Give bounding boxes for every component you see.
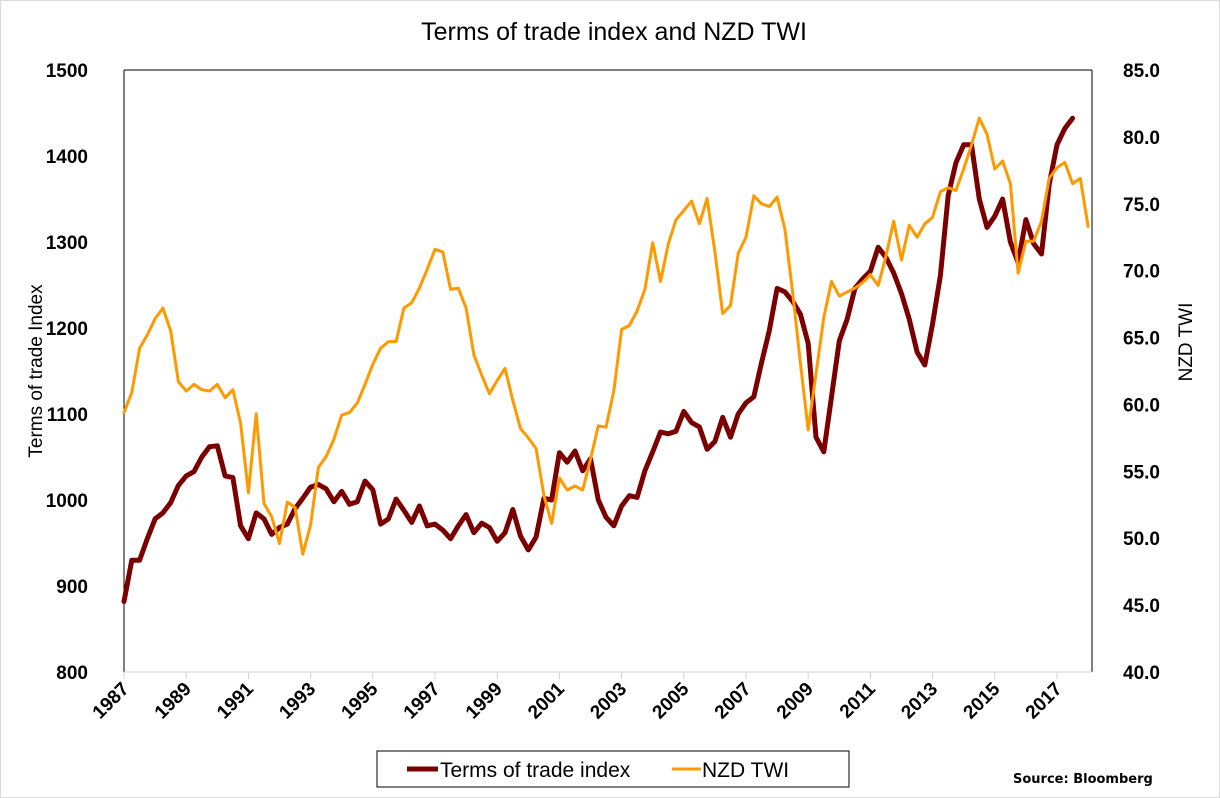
- legend-label-nzd-twi: NZD TWI: [702, 759, 789, 782]
- y-axis-right-label: NZD TWI: [1176, 303, 1197, 382]
- y2-tick-label: 80.0: [1123, 128, 1160, 149]
- y2-tick-label: 75.0: [1123, 195, 1160, 216]
- y-tick-label: 1100: [47, 405, 88, 426]
- x-tick-label: 2005: [649, 678, 694, 723]
- y-tick-label: 1200: [46, 319, 88, 340]
- y-tick-label: 1300: [46, 233, 88, 254]
- legend: Terms of trade index NZD TWI: [376, 750, 850, 788]
- y2-tick-label: 55.0: [1123, 462, 1160, 483]
- series-layer: [121, 115, 1090, 604]
- plot-background: [124, 70, 1092, 672]
- x-tick-label: 2013: [897, 679, 942, 724]
- series-nzd-twi: [122, 116, 1090, 556]
- x-tick-label: 2011: [836, 678, 880, 722]
- x-tick-label: 2001: [524, 678, 569, 723]
- x-tick-label: 1989: [151, 679, 196, 724]
- y2-tick-label: 85.0: [1123, 61, 1160, 82]
- y2-tick-label: 60.0: [1123, 395, 1160, 416]
- x-tick-label: 1987: [89, 679, 134, 724]
- plot-area: [123, 69, 1093, 673]
- x-tick-label: 1999: [462, 679, 507, 724]
- y-axis-left-ticks: 800 900 1000 1100 1200 1300 1400 1500: [46, 61, 88, 684]
- y2-tick-label: 40.0: [1123, 663, 1160, 684]
- x-tick-label: 1993: [275, 679, 320, 724]
- x-tick-label: 1995: [338, 678, 383, 723]
- y-tick-label: 1500: [46, 61, 88, 82]
- y2-tick-label: 45.0: [1123, 596, 1160, 617]
- x-tick-label: 2007: [711, 679, 756, 724]
- x-tick-label: 1991: [213, 678, 258, 723]
- source-note: Source: Bloomberg: [1013, 772, 1153, 787]
- x-axis-ticks: 1987 1989 1991 1993 1995 1997 1999 2001 2003 2005…: [89, 672, 1067, 723]
- legend-box: [376, 750, 850, 788]
- y-tick-label: 800: [56, 663, 88, 684]
- y-tick-label: 1000: [46, 491, 88, 512]
- y-axis-left-label: Terms of trade Index: [26, 284, 47, 458]
- x-tick-label: 2009: [773, 679, 818, 724]
- chart-title: Terms of trade index and NZD TWI: [421, 18, 807, 46]
- y2-tick-label: 70.0: [1123, 262, 1160, 283]
- x-tick-label: 2003: [586, 679, 631, 724]
- y2-tick-label: 65.0: [1123, 329, 1160, 350]
- y-tick-label: 900: [56, 577, 88, 598]
- y-axis-right-ticks: 40.0 45.0 50.0 55.0 60.0 65.0 70.0 75.0 80.0 85.0: [1123, 61, 1160, 684]
- x-tick-label: 1997: [400, 679, 445, 724]
- y-tick-label: 1400: [46, 147, 88, 168]
- nzd-twi-line: [122, 116, 1090, 556]
- x-tick-label: 2015: [960, 678, 1005, 723]
- legend-label-terms-of-trade: Terms of trade index: [440, 759, 631, 782]
- y2-tick-label: 50.0: [1123, 529, 1160, 550]
- x-tick-label: 2017: [1022, 679, 1067, 724]
